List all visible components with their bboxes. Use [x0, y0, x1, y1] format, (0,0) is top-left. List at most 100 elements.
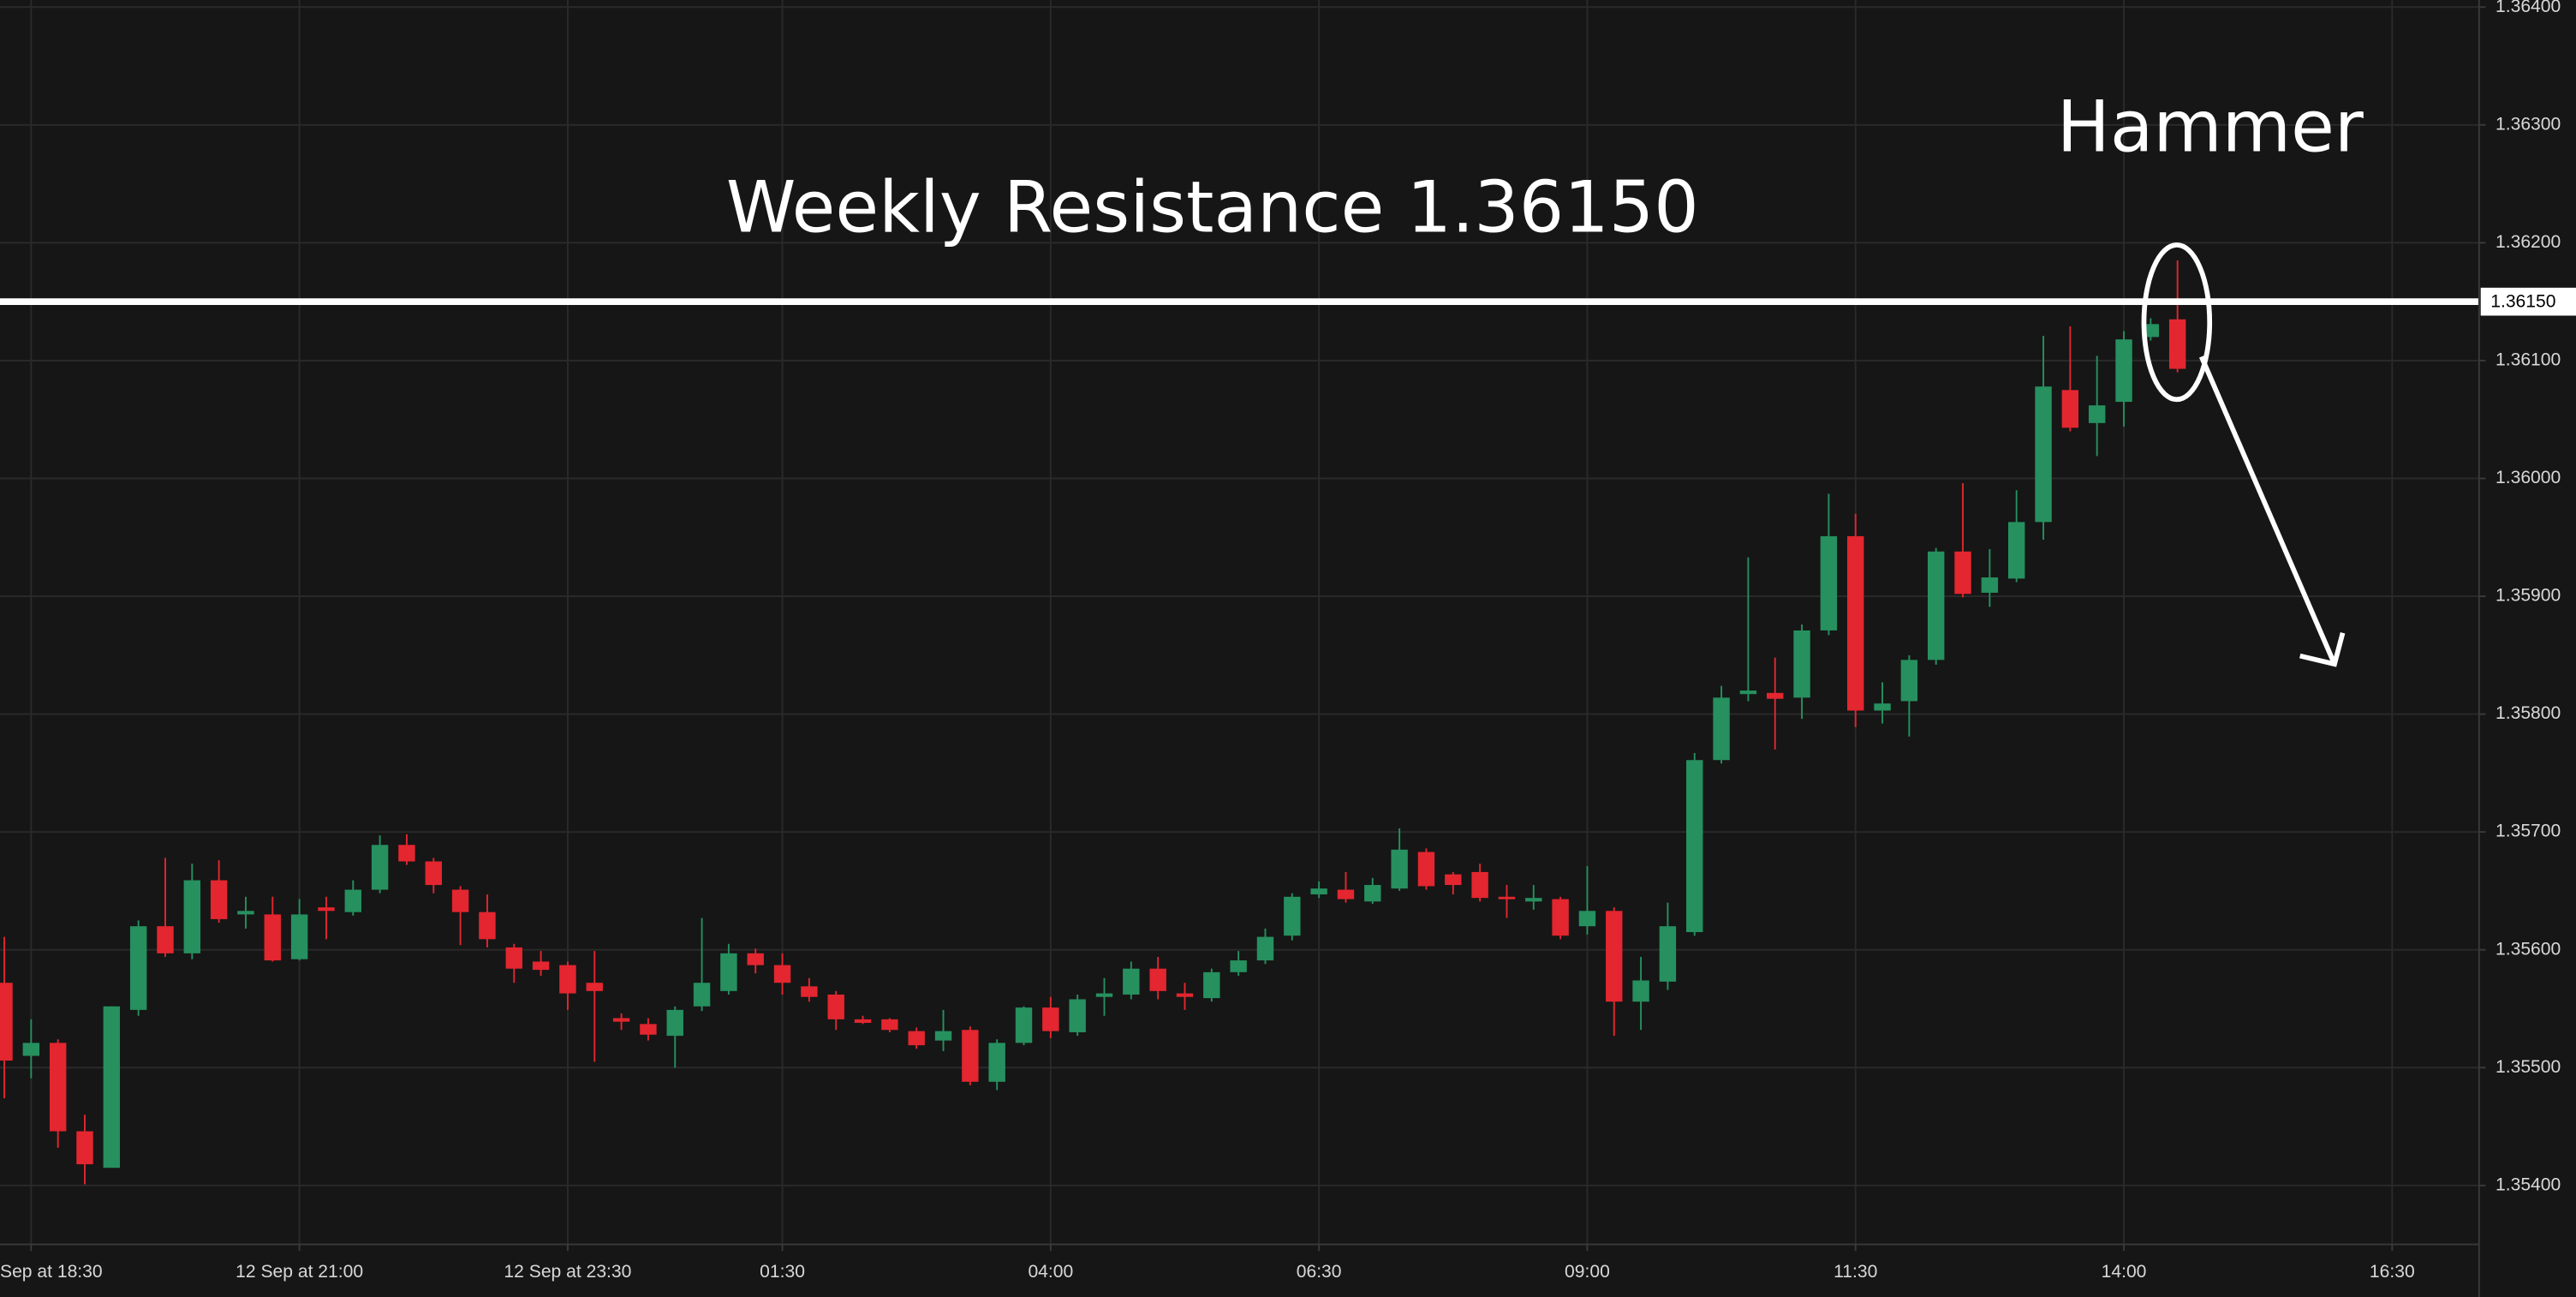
candle-body [532, 961, 550, 971]
candle-body [129, 926, 147, 1010]
candle-body [1042, 1007, 1059, 1031]
candle-body [1095, 993, 1113, 997]
y-tick-label: 1.36000 [2496, 468, 2561, 487]
price-badge [2480, 287, 2576, 316]
grid [0, 0, 2479, 1245]
candle-body [801, 986, 818, 997]
candle-body [1203, 971, 1220, 999]
candle-body [988, 1043, 1005, 1082]
candle-body [2007, 522, 2025, 579]
candle-body [264, 914, 282, 961]
candle-body [1391, 849, 1408, 889]
candle-body [1284, 896, 1301, 936]
candle-body [2035, 386, 2052, 523]
candle-body [854, 1019, 872, 1023]
candle-body [49, 1043, 67, 1132]
candle-body [22, 1043, 40, 1056]
x-tick-label: 04:00 [1028, 1262, 1073, 1282]
candle-body [612, 1018, 630, 1022]
y-tick-label: 1.35900 [2496, 586, 2561, 606]
y-tick-label: 1.35800 [2496, 703, 2561, 723]
x-tick-label: 16:30 [2370, 1262, 2415, 1282]
candle-body [1552, 899, 1569, 936]
candle-body [2115, 339, 2132, 403]
x-tick-label: 12 Sep at 21:00 [236, 1262, 363, 1282]
price-badge-label: 1.36150 [2490, 292, 2555, 312]
candle-body [479, 911, 496, 940]
annotation: Hammer [2057, 87, 2364, 169]
candle-body [0, 983, 13, 1061]
y-tick-label: 1.35600 [2496, 939, 2561, 959]
candle-body [1606, 911, 1623, 1002]
candle-body [1900, 660, 1918, 702]
candle-body [451, 889, 469, 912]
candle-body [586, 983, 603, 991]
candle-body [1820, 535, 1838, 631]
candle-body [505, 947, 522, 969]
x-tick-label: 09:00 [1565, 1262, 1610, 1282]
candle-body [720, 953, 737, 991]
candle-body [640, 1024, 657, 1035]
y-tick-label: 1.36200 [2496, 232, 2561, 252]
candle-body [1471, 871, 1488, 899]
y-tick-label: 1.36100 [2496, 350, 2561, 369]
candle-body [1767, 692, 1784, 699]
candle-body [1123, 968, 1140, 995]
overlay: Weekly Resistance 1.36150 Hammer [0, 87, 2479, 667]
candle-body [1176, 993, 1194, 997]
candle-body [962, 1030, 979, 1082]
x-tick-label: 11:30 [1834, 1262, 1877, 1282]
candle-body [1981, 577, 1999, 593]
arrow-shaft [2198, 356, 2337, 666]
candle-body [2088, 405, 2106, 423]
candle-body [1686, 760, 1703, 933]
candle-body [559, 965, 576, 994]
candle-body [1149, 968, 1166, 991]
candle-body [1417, 852, 1435, 887]
candle-body [371, 845, 389, 890]
candle-body [425, 861, 442, 886]
candle-body [1310, 888, 1327, 895]
candle-body [1739, 690, 1757, 695]
candle-body [1632, 980, 1649, 1002]
candle-body [76, 1131, 93, 1165]
candle-body [881, 1019, 898, 1031]
y-tick-label: 1.35700 [2496, 822, 2561, 841]
candle-body [934, 1031, 952, 1041]
candles [0, 260, 2186, 1185]
candle-body [773, 965, 791, 983]
highlight-ellipse [2141, 242, 2213, 403]
x-tick-label: 01:30 [760, 1262, 805, 1282]
arrow-head [2299, 632, 2346, 667]
x-tick-label: 14:00 [2102, 1262, 2147, 1282]
candle-body [1525, 898, 1542, 902]
y-tick-label: 1.36300 [2496, 114, 2561, 134]
candle-body [1364, 885, 1381, 902]
candle-body [103, 1006, 121, 1168]
candle-body [210, 880, 228, 919]
candle-body [1928, 551, 1945, 660]
candle-body [2168, 319, 2186, 369]
x-tick-label: Sep at 18:30 [0, 1262, 103, 1282]
y-tick-label: 1.35500 [2496, 1057, 2561, 1077]
candle-body [666, 1009, 683, 1037]
candle-body [827, 994, 844, 1019]
annotation: Weekly Resistance 1.36150 [726, 167, 1699, 249]
candle-body [1015, 1007, 1033, 1043]
candle-body [2061, 390, 2079, 428]
candle-body [1793, 630, 1810, 698]
candle-body [1498, 896, 1516, 900]
candle-body [1659, 926, 1677, 982]
candle-body [318, 907, 335, 911]
candle-body [398, 845, 415, 862]
candle-body [1256, 936, 1274, 961]
candle-body [237, 911, 254, 915]
candle-body [183, 880, 201, 953]
candle-body [344, 889, 362, 912]
candle-body [157, 926, 174, 953]
candle-body [908, 1031, 925, 1046]
